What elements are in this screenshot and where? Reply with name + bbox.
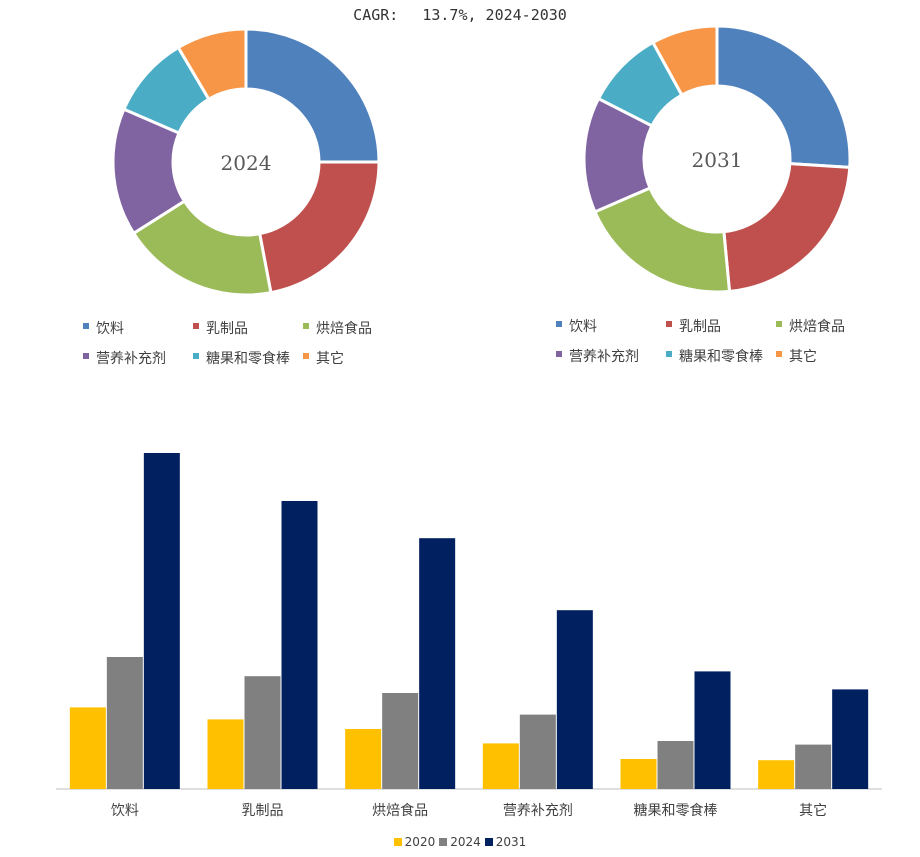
legend-item: 其它 [776,346,817,366]
legend-label: 烘焙食品 [316,321,372,337]
bar-2024-2 [244,676,281,789]
bar-2031-5 [694,671,731,789]
legend-item: 烘焙食品 [776,316,845,336]
legend-swatch [83,323,89,329]
bar-2031-2 [281,501,318,789]
bar-2020-6 [758,760,795,789]
legend-item: 饮料 [556,316,597,336]
donut-2031-slice-2 [722,161,852,294]
donut-2031-slice-1 [715,24,852,169]
legend-swatch [666,351,672,357]
legend-label: 乳制品 [206,321,248,337]
category-label: 乳制品 [241,803,284,819]
bar-2024-3 [382,693,419,789]
donut-2024-slice-6 [176,27,248,102]
category-label: 营养补充剂 [502,803,573,819]
legend-swatch [776,351,782,357]
category-label: 烘焙食品 [372,803,429,819]
legend-item: 营养补充剂 [83,348,166,368]
bar-legend-swatch [439,838,448,846]
bar-2020-2 [207,719,244,789]
bar-2020-4 [482,743,519,789]
donut-2031-slice-3 [592,186,732,294]
bar-legend-item: 2020 [393,835,436,849]
bar-2024-6 [795,744,832,789]
legend-label: 营养补充剂 [569,349,639,365]
legend-item: 其它 [303,348,344,368]
legend-swatch [556,321,562,327]
legend-item: 糖果和零食棒 [193,348,290,368]
legend-label: 烘焙食品 [789,319,845,335]
donut-2031-slice-6 [650,24,719,98]
bar-legend-label: 2020 [404,835,436,849]
legend-item: 乳制品 [666,316,721,336]
category-label: 饮料 [110,803,139,819]
legend-swatch [83,353,89,359]
donut-center-label: 2031 [692,148,743,172]
bar-legend-swatch [393,838,402,846]
cagr-label: CAGR: [353,6,399,24]
bar-legend-swatch [484,838,493,846]
bar-2020-3 [345,729,382,789]
legend-label: 其它 [789,349,817,365]
legend-swatch [776,321,782,327]
bar-2024-4 [519,714,556,789]
legend-label: 营养补充剂 [96,351,166,367]
legend-swatch [666,321,672,327]
bar-2020-5 [620,759,657,789]
legend-swatch [193,353,199,359]
legend-swatch [556,351,562,357]
donut-2024-slice-1 [244,27,381,164]
legend-swatch [303,353,309,359]
legend-label: 饮料 [96,321,124,337]
legend-swatch [193,323,199,329]
category-label: 糖果和零食棒 [633,803,718,819]
bar-2031-1 [143,453,180,789]
cagr-value: 13.7%, 2024-2030 [422,6,567,24]
bar-2020-1 [69,707,106,789]
category-label: 其它 [799,803,828,819]
bar-legend-label: 2024 [450,835,481,849]
legend-item: 糖果和零食棒 [666,346,763,366]
legend-label: 饮料 [569,319,597,335]
donut-center-label: 2024 [221,151,272,175]
bar-2031-4 [556,610,593,789]
legend-item: 烘焙食品 [303,318,372,338]
legend-label: 糖果和零食棒 [679,349,763,365]
legend-label: 糖果和零食棒 [206,351,290,367]
legend-label: 其它 [316,351,344,367]
bar-2031-6 [832,689,869,789]
cagr-title: CAGR: 13.7%, 2024-2030 [0,6,920,24]
legend-item: 饮料 [83,318,124,338]
legend-item: 营养补充剂 [556,346,639,366]
bar-2024-5 [657,741,694,789]
bar-legend-item: 2024 [439,835,481,849]
bar-legend-label: 2031 [495,835,527,849]
bar-legend: 2020 2024 2031 [0,835,920,849]
donut-2024-slice-2 [257,160,381,295]
bar-2031-3 [419,538,456,789]
bar-2024-1 [106,657,143,789]
legend-swatch [303,323,309,329]
legend-label: 乳制品 [679,319,721,335]
legend-item: 乳制品 [193,318,248,338]
bar-legend-item: 2031 [484,835,527,849]
